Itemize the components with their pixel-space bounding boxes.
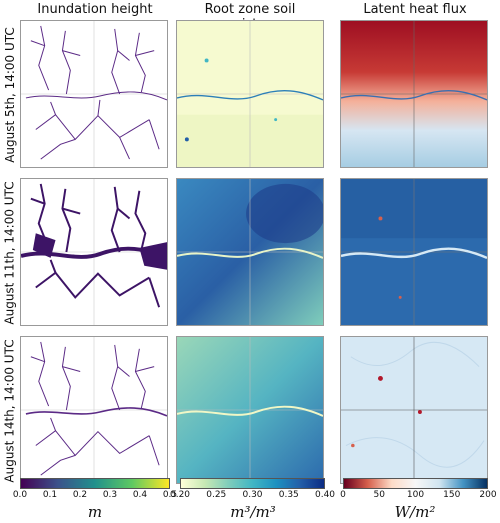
tick-label: 0.20	[169, 490, 191, 500]
map-inundation-aug11	[20, 178, 168, 326]
column-title-inundation: Inundation height	[37, 2, 153, 17]
map-inundation-aug5	[20, 20, 168, 168]
colorbar-latent-heat	[343, 478, 488, 489]
tick-label: 0.4	[132, 490, 148, 500]
tick-label: 0.1	[42, 490, 58, 500]
tick-label: 100	[406, 490, 425, 500]
row-label-aug14: August 14th, 14:00 UTC	[3, 339, 18, 483]
tick-label: 0.25	[206, 490, 227, 500]
tick-label: 200	[479, 490, 497, 500]
tick-label: 0	[340, 490, 346, 500]
colorbar-soil-moisture	[180, 478, 325, 489]
map-latent-heat-aug5	[340, 20, 488, 168]
tick-label: 0.35	[278, 490, 299, 500]
colorbar-unit-latent-heat: W/m²	[394, 503, 436, 521]
colorbar-latent-heat-ticks: 0 50 100 150 200	[340, 490, 496, 502]
row-label-aug5: August 5th, 14:00 UTC	[3, 27, 18, 163]
tick-label: 0.40	[314, 490, 336, 500]
map-soil-moisture-aug11	[176, 178, 324, 326]
column-title-latent-heat: Latent heat flux	[363, 2, 467, 17]
tick-label: 150	[443, 490, 461, 500]
map-soil-moisture-aug5	[176, 20, 324, 168]
tick-label: 0.2	[72, 490, 88, 500]
colorbar-inundation-ticks: 0.0 0.1 0.2 0.3 0.4 0.5	[13, 490, 177, 502]
tick-label: 0.0	[12, 490, 28, 500]
tick-label: 0.5	[162, 490, 178, 500]
colorbar-inundation	[20, 478, 170, 489]
tick-label: 50	[373, 490, 385, 500]
colorbar-unit-inundation: m	[87, 503, 103, 521]
map-inundation-aug14	[20, 336, 168, 484]
map-soil-moisture-aug14	[176, 336, 324, 484]
tick-label: 0.30	[242, 490, 263, 500]
colorbar-unit-soil-moisture: m³/m³	[230, 503, 276, 521]
row-label-aug11: August 11th, 14:00 UTC	[3, 181, 18, 325]
colorbar-soil-moisture-ticks: 0.20 0.25 0.30 0.35 0.40	[170, 490, 335, 502]
tick-label: 0.3	[102, 490, 118, 500]
map-latent-heat-aug11	[340, 178, 488, 326]
map-latent-heat-aug14	[340, 336, 488, 484]
